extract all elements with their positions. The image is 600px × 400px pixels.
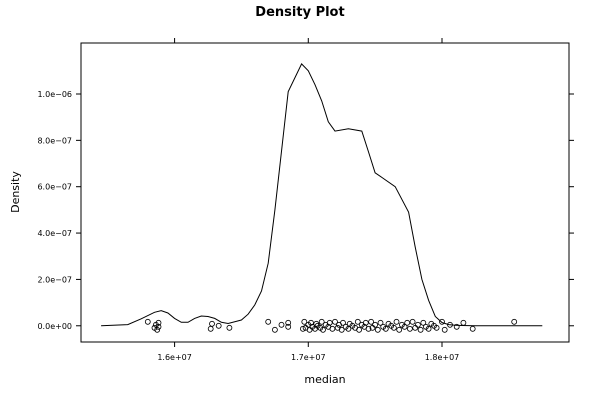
- rug-point: [318, 318, 325, 325]
- rug-point: [215, 322, 222, 329]
- rug-point: [278, 321, 285, 328]
- rug-point: [396, 326, 403, 333]
- rug-point: [460, 319, 467, 326]
- x-tick-label-1: 1.7e+07: [291, 353, 326, 362]
- y-tick-label-3: 6.0e−07: [37, 183, 72, 192]
- rug-point: [265, 318, 272, 325]
- rug-point: [365, 325, 372, 332]
- y-tick-label-5: 1.0e−06: [37, 90, 72, 99]
- rug-point: [144, 318, 151, 325]
- rug-point: [326, 319, 333, 326]
- rug-point: [338, 326, 345, 333]
- rug-point: [329, 325, 336, 332]
- x-tick-label-0: 1.6e+07: [157, 353, 192, 362]
- rug-point: [299, 325, 306, 332]
- rug-point: [406, 325, 413, 332]
- rug-point: [412, 324, 419, 331]
- rug-point: [154, 326, 161, 333]
- rug-point: [226, 324, 233, 331]
- rug-point: [409, 318, 416, 325]
- rug-point: [368, 318, 375, 325]
- density-line: [101, 63, 543, 327]
- rug-point: [374, 326, 381, 333]
- y-axis-label: Density: [9, 171, 22, 213]
- chart-title: Density Plot: [255, 5, 344, 20]
- rug-point: [332, 318, 338, 325]
- rug-point: [301, 318, 308, 325]
- y-tick-label-2: 4.0e−07: [37, 229, 72, 238]
- plot-frame: [80, 42, 570, 343]
- rug-point: [511, 318, 518, 325]
- rug-point: [340, 319, 346, 326]
- rug-point: [354, 318, 361, 325]
- y-axis: 0.0e+00 2.0e−07 4.0e−07 6.0e−07 8.0e−07 1.0e−…: [37, 90, 574, 331]
- rug-point: [390, 324, 397, 331]
- x-tick-label-2: 1.8e+07: [425, 353, 460, 362]
- rug-point: [469, 325, 476, 332]
- x-axis-label: median: [304, 373, 345, 386]
- rug-point: [420, 319, 427, 326]
- rug-point: [404, 319, 411, 326]
- rug-point: [271, 326, 278, 333]
- rug-point: [155, 319, 162, 326]
- rug-point: [362, 319, 369, 326]
- rug-point: [393, 318, 400, 325]
- rug-point: [425, 325, 432, 332]
- rug-point: [155, 323, 162, 330]
- rug-point: [414, 321, 421, 328]
- rug-point: [308, 319, 314, 326]
- rug-point: [441, 326, 448, 333]
- rug-point: [439, 318, 445, 325]
- rug-point: [320, 326, 326, 333]
- rug-point: [433, 324, 440, 331]
- rug-point: [356, 326, 363, 333]
- rug-point: [372, 321, 379, 328]
- y-tick-label-1: 2.0e−07: [37, 275, 72, 284]
- rug-point: [207, 325, 214, 332]
- y-tick-label-4: 8.0e−07: [37, 136, 72, 145]
- rug-point: [401, 323, 408, 330]
- x-axis: 1.6e+07 1.7e+07 1.8e+07: [157, 38, 459, 362]
- rug-point: [377, 319, 384, 326]
- rug-point: [453, 323, 460, 330]
- rug-point: [285, 319, 292, 326]
- rug-point: [306, 326, 313, 333]
- y-tick-label-0: 0.0e+00: [37, 322, 72, 331]
- rug-point: [417, 326, 424, 333]
- rug-point: [285, 323, 292, 330]
- rug-point: [382, 325, 389, 332]
- rug-point: [209, 320, 215, 327]
